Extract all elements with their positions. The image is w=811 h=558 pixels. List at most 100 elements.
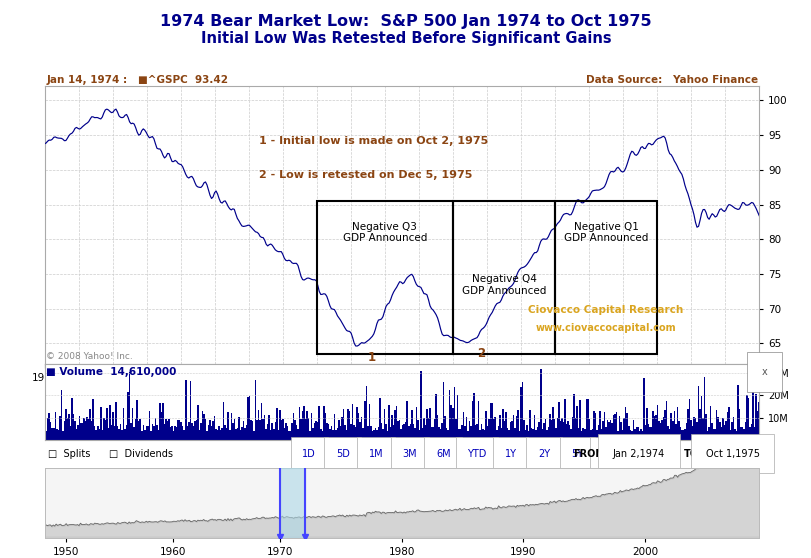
Bar bbox=[565, 424, 567, 440]
Bar bbox=[462, 412, 464, 440]
Bar bbox=[88, 419, 89, 440]
Bar bbox=[244, 427, 246, 440]
Bar bbox=[307, 418, 309, 440]
Bar bbox=[719, 426, 721, 440]
Bar bbox=[251, 421, 253, 440]
Bar bbox=[259, 420, 260, 440]
Bar bbox=[127, 392, 129, 440]
Bar bbox=[639, 429, 641, 440]
Bar bbox=[268, 415, 269, 440]
Bar bbox=[315, 421, 316, 440]
Bar bbox=[705, 414, 706, 440]
Bar bbox=[616, 431, 618, 440]
Bar bbox=[70, 426, 71, 440]
Bar bbox=[595, 430, 597, 440]
Bar bbox=[285, 424, 286, 440]
Bar bbox=[441, 423, 442, 440]
Bar bbox=[256, 420, 258, 440]
Text: Max: Max bbox=[600, 449, 620, 459]
Bar bbox=[697, 386, 698, 440]
Bar bbox=[215, 429, 217, 440]
Bar bbox=[745, 395, 747, 440]
Text: 1: 1 bbox=[367, 351, 375, 364]
Bar bbox=[54, 412, 56, 440]
Bar bbox=[345, 430, 347, 440]
Bar bbox=[382, 429, 384, 440]
Bar bbox=[415, 407, 417, 440]
Bar bbox=[436, 415, 438, 440]
Bar bbox=[292, 413, 294, 440]
Bar bbox=[466, 431, 468, 440]
Bar bbox=[230, 413, 232, 440]
Bar bbox=[73, 415, 74, 440]
Bar bbox=[618, 416, 620, 440]
Bar bbox=[274, 422, 276, 440]
Bar bbox=[500, 429, 501, 440]
Bar bbox=[189, 381, 191, 440]
Bar bbox=[703, 377, 705, 440]
Bar bbox=[470, 426, 471, 440]
Bar bbox=[119, 425, 121, 440]
Bar bbox=[414, 429, 415, 440]
Text: Ciovacco Capital Research: Ciovacco Capital Research bbox=[528, 305, 683, 315]
Text: 5Y: 5Y bbox=[571, 449, 583, 459]
Bar bbox=[423, 418, 424, 440]
Bar bbox=[153, 426, 154, 440]
Bar bbox=[715, 410, 717, 440]
Bar bbox=[632, 420, 633, 440]
Bar bbox=[174, 426, 176, 440]
Bar bbox=[316, 422, 318, 440]
Bar bbox=[326, 423, 327, 440]
Bar bbox=[583, 429, 585, 440]
Bar bbox=[82, 424, 84, 440]
Bar bbox=[621, 430, 623, 440]
Bar bbox=[311, 412, 312, 440]
Bar bbox=[555, 201, 656, 354]
Bar bbox=[359, 422, 361, 440]
Bar bbox=[442, 382, 444, 440]
Bar bbox=[320, 429, 321, 440]
Bar bbox=[485, 411, 487, 440]
Bar bbox=[298, 407, 300, 440]
Bar bbox=[573, 395, 574, 440]
Bar bbox=[585, 400, 586, 440]
Bar bbox=[654, 415, 656, 440]
Text: Jan 14, 1974 :   ■^GSPC  93.42: Jan 14, 1974 : ■^GSPC 93.42 bbox=[46, 75, 228, 85]
Bar bbox=[393, 425, 394, 440]
Bar bbox=[391, 415, 393, 440]
Bar bbox=[133, 427, 135, 440]
Bar bbox=[483, 430, 485, 440]
Bar bbox=[358, 413, 359, 440]
Bar bbox=[110, 425, 112, 440]
Bar bbox=[642, 378, 644, 440]
Bar bbox=[478, 430, 480, 440]
Bar bbox=[58, 430, 59, 440]
Bar bbox=[50, 422, 51, 440]
Bar bbox=[448, 390, 450, 440]
Bar bbox=[302, 411, 303, 440]
Bar bbox=[77, 425, 79, 440]
Bar bbox=[185, 379, 187, 440]
Bar bbox=[386, 431, 388, 440]
Bar bbox=[367, 426, 368, 440]
Bar bbox=[108, 428, 109, 440]
Bar bbox=[338, 420, 339, 440]
Bar bbox=[417, 420, 418, 440]
Bar bbox=[239, 430, 241, 440]
Bar bbox=[409, 424, 410, 440]
Bar bbox=[74, 421, 75, 440]
Text: Negative Q4
GDP Announced: Negative Q4 GDP Announced bbox=[461, 274, 546, 296]
Bar bbox=[543, 423, 544, 440]
Bar bbox=[314, 423, 315, 440]
Bar bbox=[465, 417, 466, 440]
Text: 1D: 1D bbox=[302, 449, 315, 459]
Bar bbox=[649, 427, 650, 440]
Bar bbox=[676, 407, 677, 440]
Bar bbox=[121, 430, 122, 440]
Bar bbox=[735, 431, 736, 440]
Bar bbox=[47, 417, 49, 440]
Bar bbox=[482, 429, 483, 440]
Bar bbox=[456, 396, 457, 440]
Bar bbox=[550, 420, 551, 440]
Bar bbox=[150, 431, 152, 440]
